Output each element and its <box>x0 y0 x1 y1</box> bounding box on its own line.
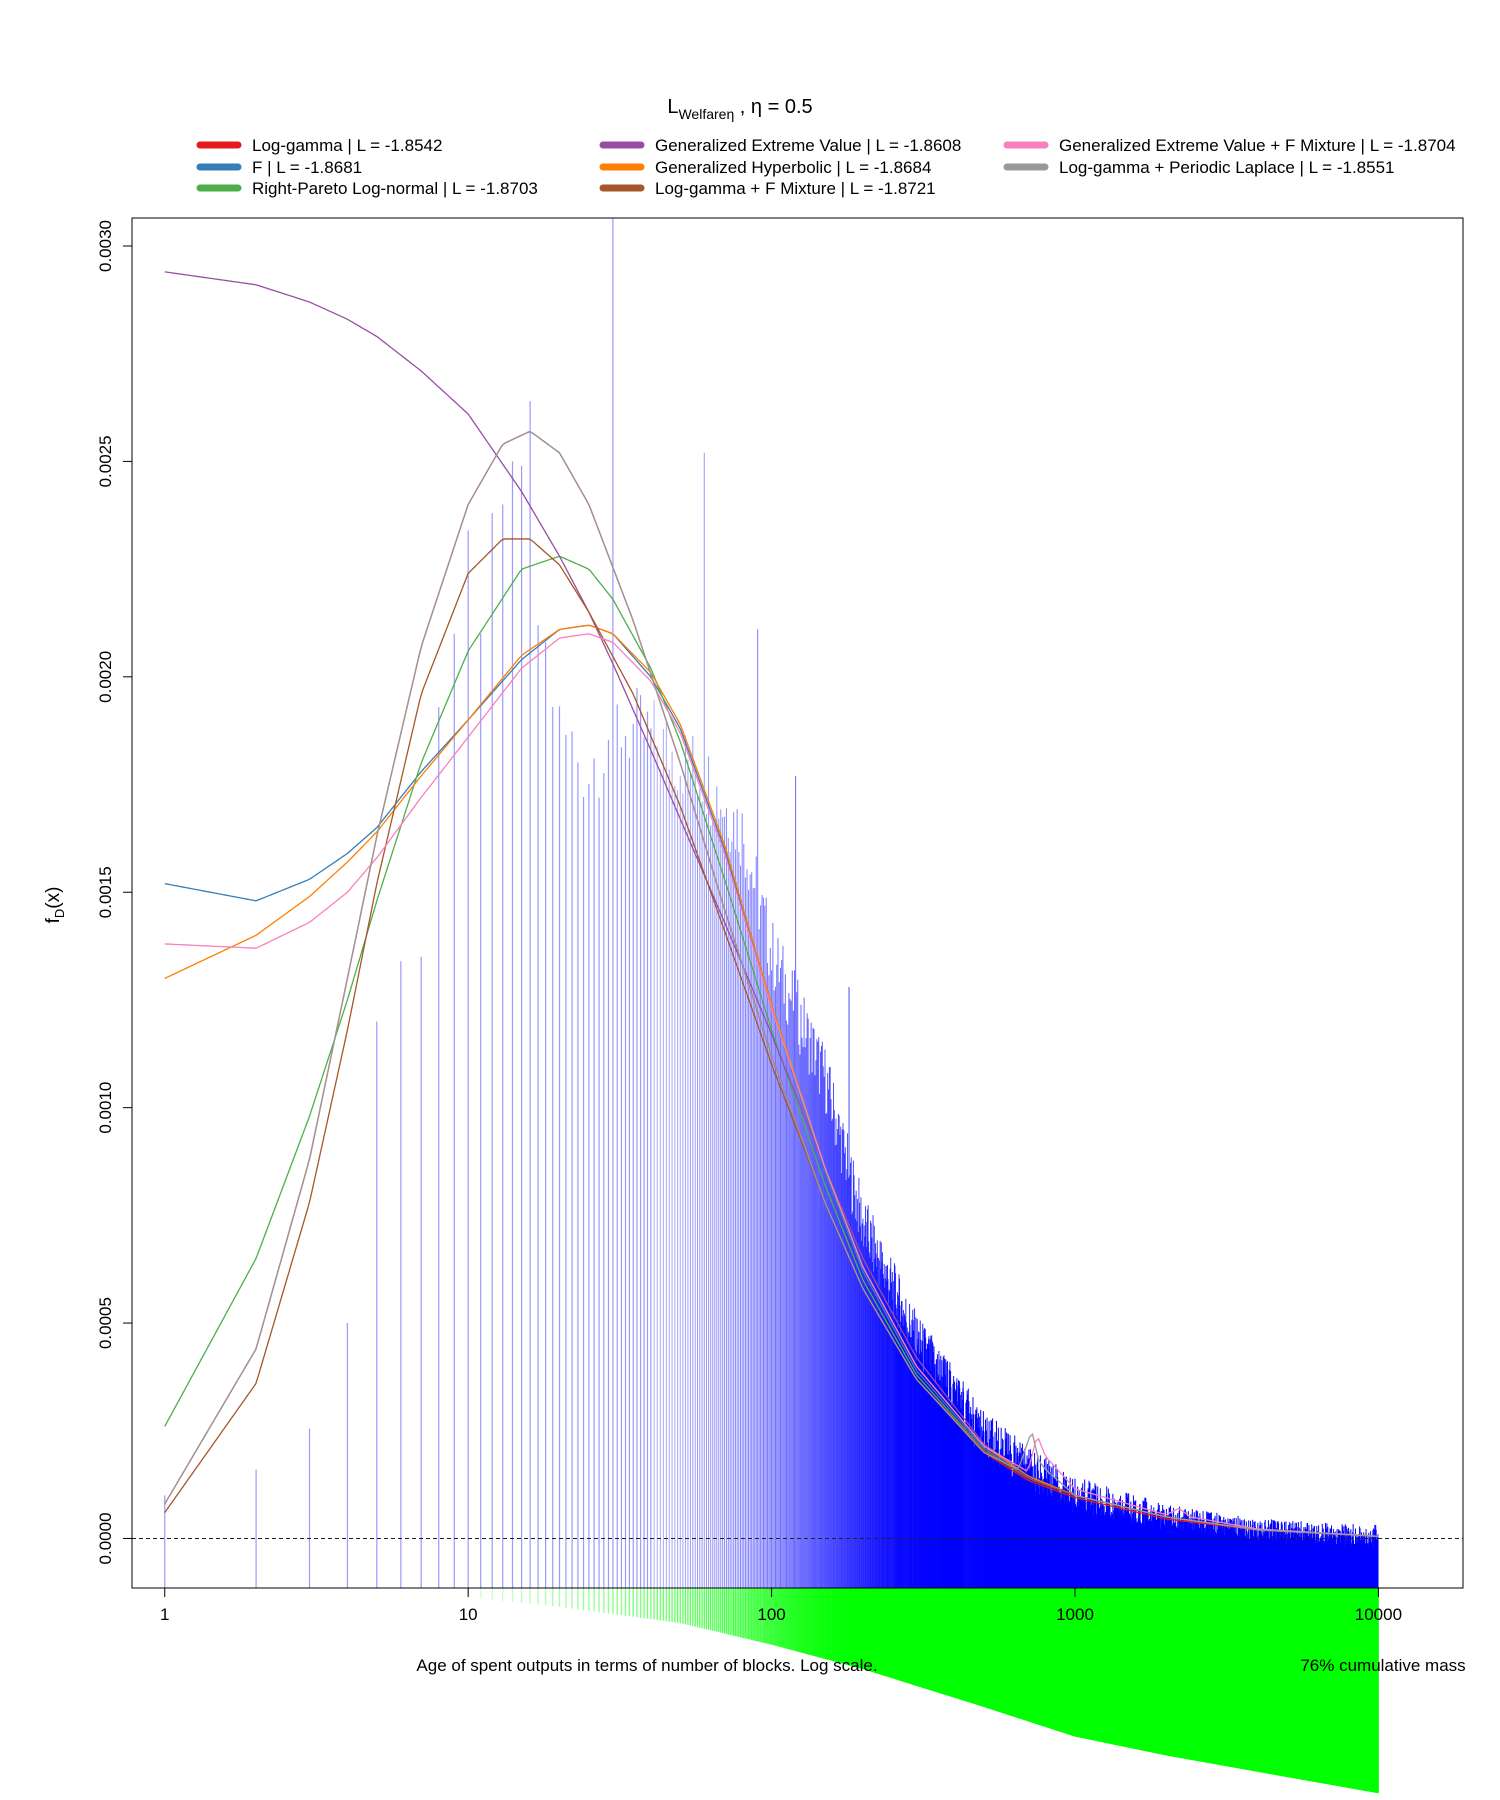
chart-title-main: L <box>667 96 678 118</box>
x-tick-label: 1 <box>160 1605 169 1624</box>
plot-frame <box>131 217 1464 1589</box>
histogram-layer <box>164 218 1379 1588</box>
y-tick-label: 0.0000 <box>96 1512 115 1564</box>
legend: Log-gamma | L = -1.8542 F | L = -1.8681 Ri… <box>196 136 1456 198</box>
x-tick-label: 10 <box>459 1605 478 1624</box>
chart-title-subscript: Welfareη <box>678 106 734 122</box>
series-layer <box>164 271 1379 1537</box>
legend-label: Generalized Extreme Value + F Mixture | … <box>1059 136 1456 155</box>
legend-label: Generalized Hyperbolic | L = -1.8684 <box>655 158 931 177</box>
y-axis-label-subscript: D <box>52 909 67 918</box>
x-tick-label: 1000 <box>1056 1605 1094 1624</box>
x-axis-label: Age of spent outputs in terms of number … <box>416 1656 877 1675</box>
series-line-8 <box>164 431 1379 1537</box>
y-axis-label-main: f <box>43 917 64 923</box>
legend-label: F | L = -1.8681 <box>252 158 362 177</box>
y-tick-label: 0.0030 <box>96 220 115 272</box>
y-tick-label: 0.0010 <box>96 1082 115 1134</box>
x-tick-label: 10000 <box>1355 1605 1402 1624</box>
cumulative-mass-layer <box>467 1588 1379 1794</box>
y-axis-label: fD(x) <box>43 887 67 924</box>
y-axis: 0.0000 0.0005 0.0010 0.0015 0.0020 0.0025 0.00… <box>96 220 132 1564</box>
chart-title: LWelfareη , η = 0.5 <box>667 96 812 122</box>
legend-label: Log-gamma | L = -1.8542 <box>252 136 442 155</box>
x-tick-label: 100 <box>757 1605 785 1624</box>
legend-label: Generalized Extreme Value | L = -1.8608 <box>655 136 961 155</box>
y-tick-label: 0.0015 <box>96 866 115 918</box>
y-tick-label: 0.0020 <box>96 651 115 703</box>
y-tick-label: 0.0005 <box>96 1297 115 1349</box>
chart-title-suffix: , η = 0.5 <box>734 96 812 118</box>
y-axis-label-suffix: (x) <box>43 887 64 909</box>
legend-label: Log-gamma + Periodic Laplace | L = -1.85… <box>1059 158 1395 177</box>
x-axis: 1 10 100 1000 10000 <box>160 1588 1402 1624</box>
series-line-7 <box>164 633 1379 1537</box>
cumulative-mass-label: 76% cumulative mass <box>1300 1656 1465 1675</box>
y-tick-label: 0.0025 <box>96 435 115 487</box>
legend-label: Right-Pareto Log-normal | L = -1.8703 <box>252 179 538 198</box>
legend-label: Log-gamma + F Mixture | L = -1.8721 <box>655 179 936 198</box>
plot-area: 1 10 100 1000 10000 0.0000 0.0005 0.0010 0.0015… <box>96 217 1464 1794</box>
